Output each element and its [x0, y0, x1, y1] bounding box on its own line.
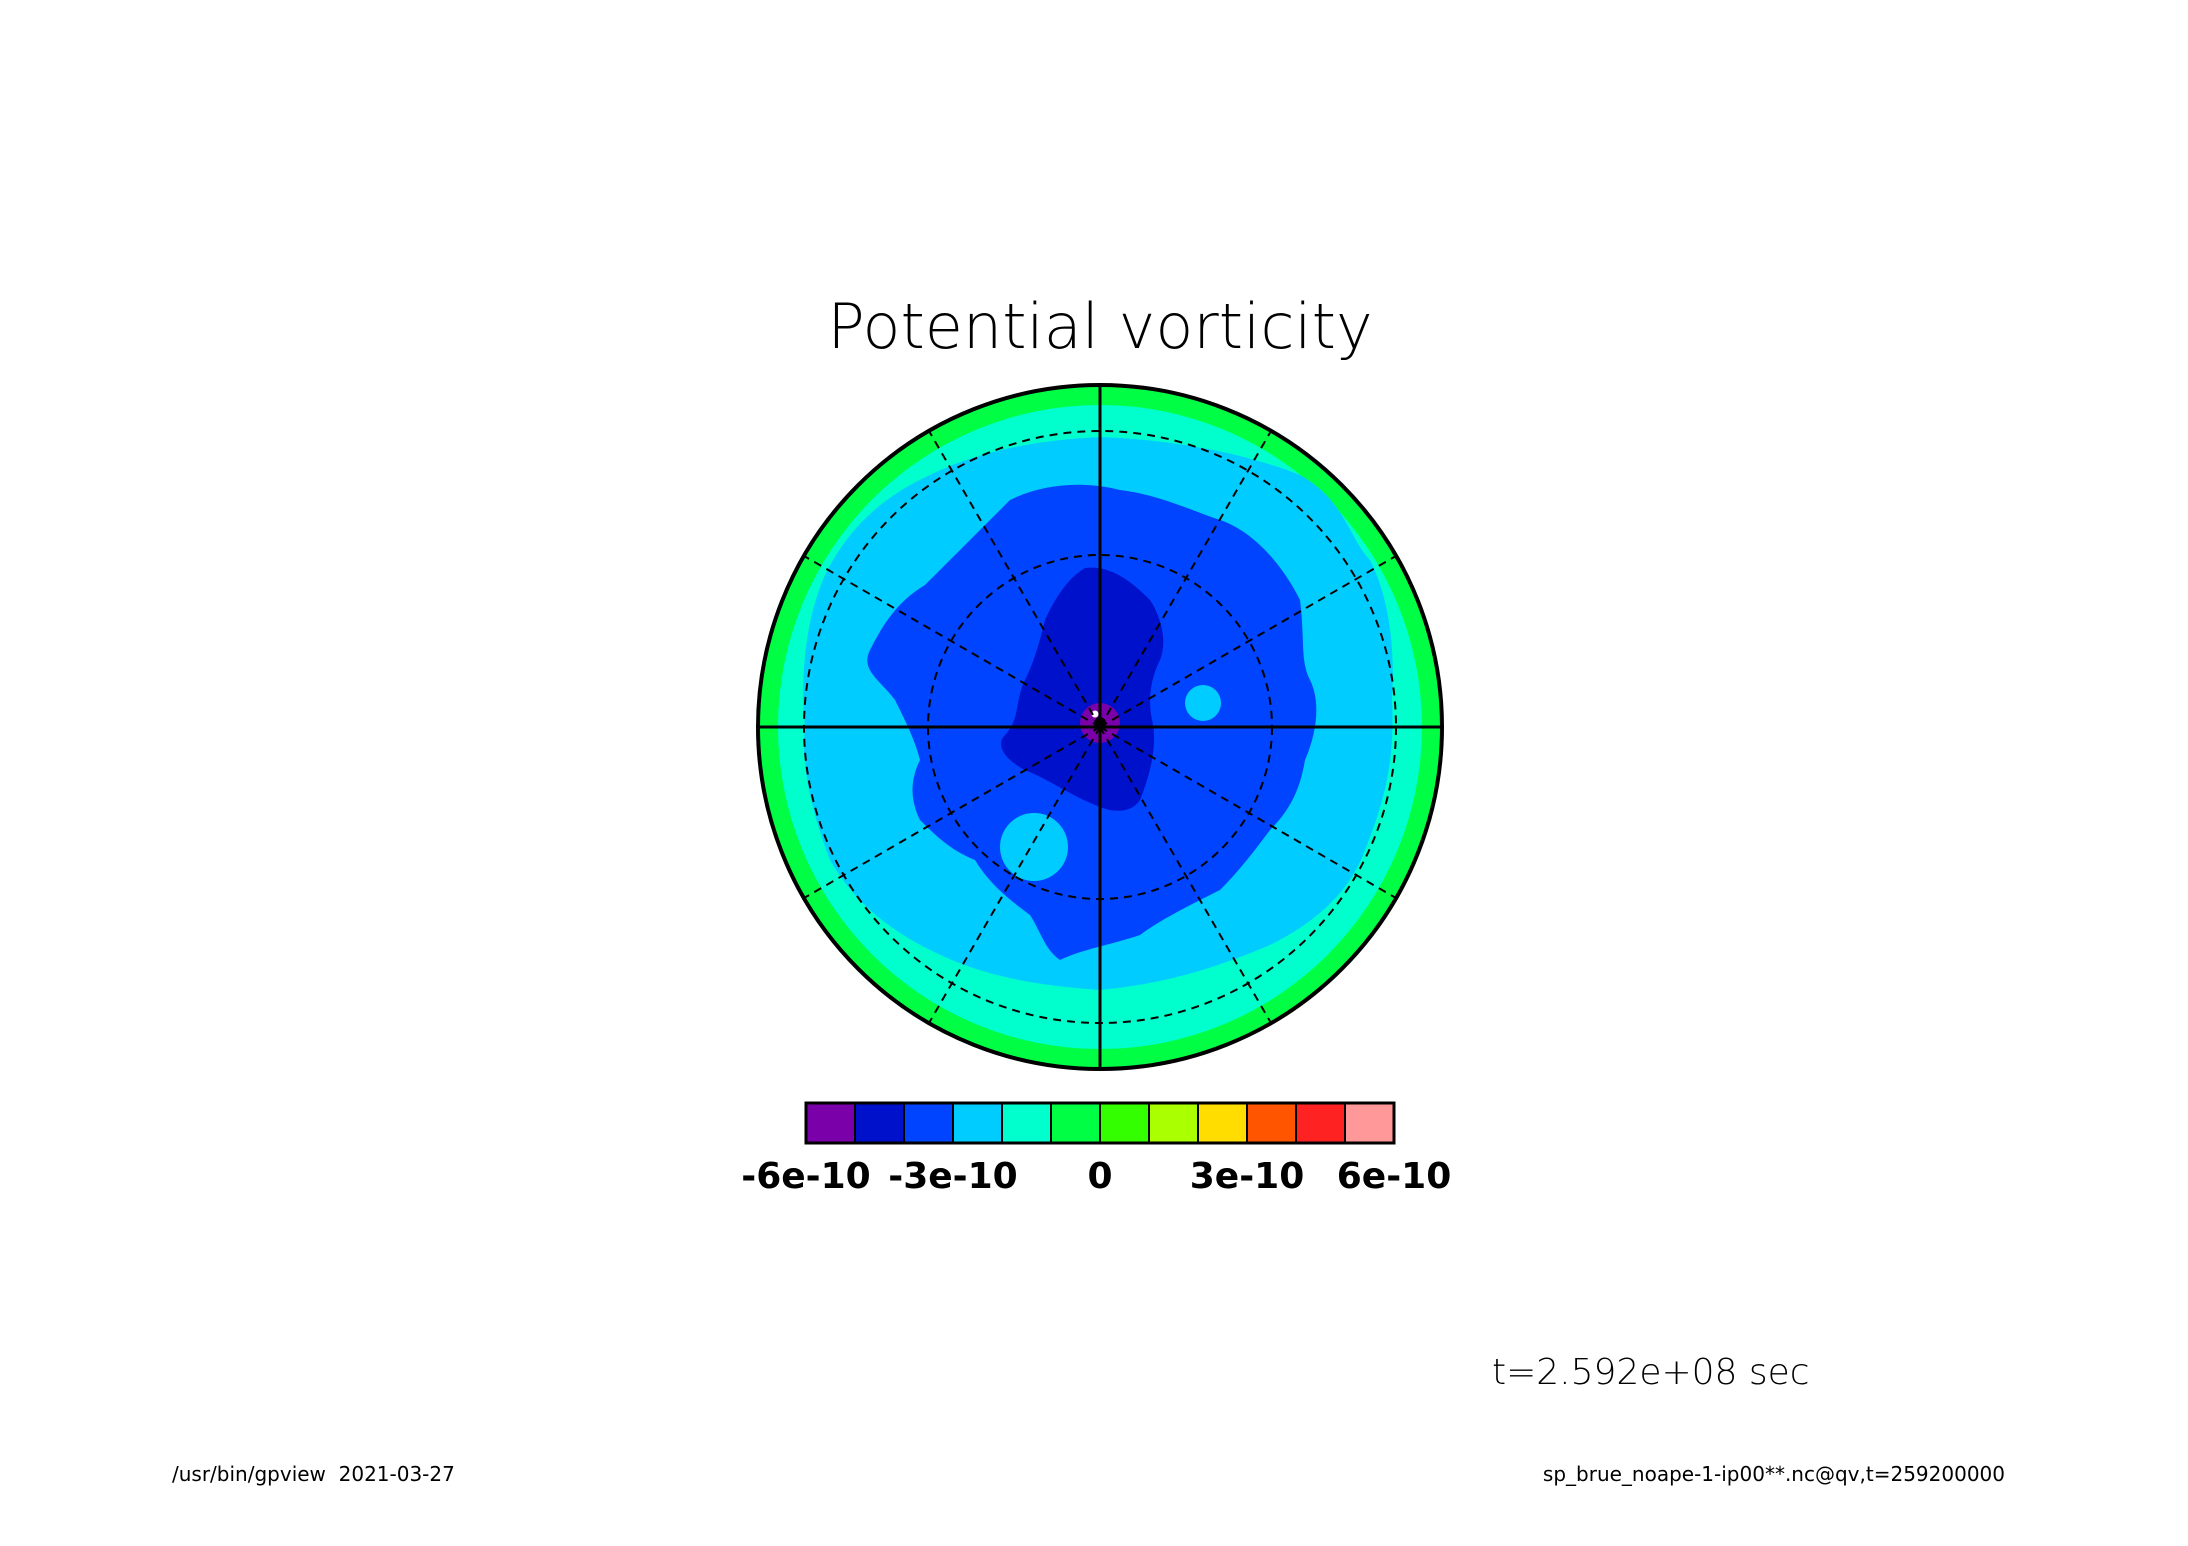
- meridian-dashed: [1099, 555, 1397, 728]
- footer-left: /usr/bin/gpview 2021-03-27: [172, 1462, 455, 1486]
- meridian-dashed: [1099, 726, 1397, 899]
- colorbar-cell: [1246, 1102, 1297, 1144]
- core-fill: [1001, 567, 1164, 811]
- light-patch-left: [1000, 813, 1068, 881]
- colorbar-tick-label: -3e-10: [888, 1156, 1017, 1197]
- plot-title: Potential vorticity: [827, 290, 1372, 363]
- colorbar-tick-label: -6e-10: [741, 1156, 870, 1197]
- colorbar-cell: [1344, 1102, 1395, 1144]
- meridian-dashed: [1099, 726, 1272, 1024]
- colorbar-cell: [1148, 1102, 1199, 1144]
- meridian-dashed: [928, 430, 1101, 728]
- colorbar-cell: [952, 1102, 1003, 1144]
- colorbar-cell: [1197, 1102, 1248, 1144]
- map-border: [756, 383, 1444, 1071]
- time-label: t=2.592e+08 sec: [1492, 1352, 1810, 1393]
- meridian-dashed: [803, 726, 1101, 899]
- colorbar-cell: [903, 1102, 954, 1144]
- colorbar-cell: [805, 1102, 856, 1144]
- colorbar: -6e-10 -3e-10 0 3e-10 6e-10: [741, 1101, 1452, 1197]
- colorbar-cell: [1001, 1102, 1052, 1144]
- meridian-dashed: [1099, 430, 1272, 728]
- graticule: [756, 383, 1444, 1071]
- colorbar-tick-label: 6e-10: [1337, 1156, 1452, 1197]
- light-patch-right: [1185, 685, 1221, 721]
- colorbar-tick-label: 0: [1087, 1156, 1112, 1197]
- pole-dot: [1091, 710, 1099, 718]
- pole-marker: [1094, 717, 1106, 729]
- footer-right: sp_brue_noape-1-ip00**.nc@qv,t=259200000: [1543, 1462, 2005, 1486]
- colorbar-cell: [1099, 1102, 1150, 1144]
- colorbar-cell: [1295, 1102, 1346, 1144]
- colorbar-border: [804, 1101, 1396, 1145]
- meridian-dashed: [928, 726, 1101, 1024]
- meridian-dashed: [803, 555, 1101, 728]
- colorbar-cell: [854, 1102, 905, 1144]
- colorbar-cell: [1050, 1102, 1101, 1144]
- colorbar-tick-label: 3e-10: [1190, 1156, 1305, 1197]
